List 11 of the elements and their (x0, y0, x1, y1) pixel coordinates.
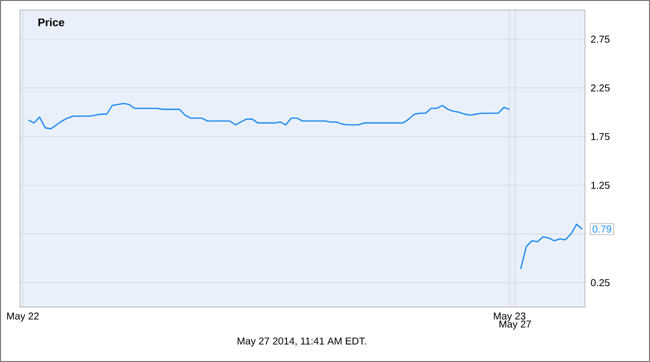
x-tick-label: May 27 (500, 320, 531, 330)
x-tick-label: May 22 (7, 312, 39, 322)
y-tick-label: 2.25 (591, 84, 610, 92)
text: Price (38, 18, 64, 26)
text: May 27 2014, 11:41 AM EDT. (238, 337, 366, 347)
x-tick-label: May 23 (494, 312, 526, 322)
y-tick-label: 1.75 (591, 133, 610, 140)
y-tick-label: 1.25 (591, 182, 610, 189)
text: 0.79 (592, 226, 612, 233)
y-tick-label: 0.25 (590, 279, 610, 286)
y-tick-label: 2.75 (591, 36, 610, 43)
